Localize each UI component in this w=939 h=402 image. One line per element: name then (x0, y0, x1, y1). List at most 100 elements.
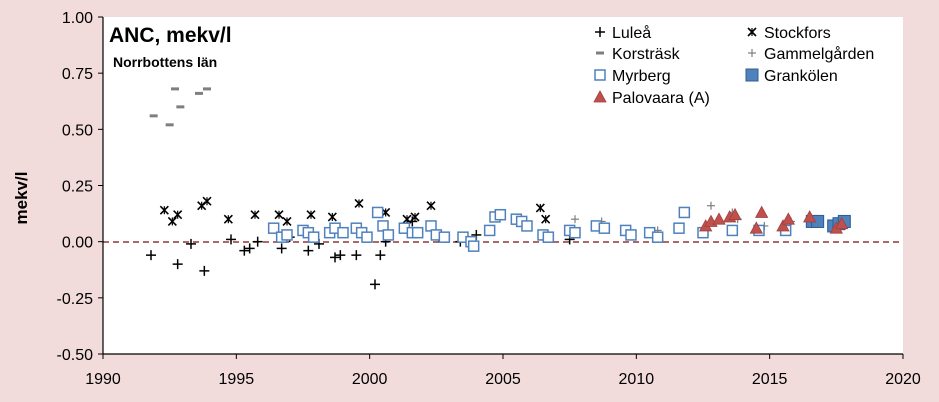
y-axis-label: mekv/l (12, 172, 31, 225)
plot-area (103, 17, 903, 354)
data-point (307, 231, 320, 243)
data-point (625, 229, 637, 241)
legend-label: Korsträsk (612, 46, 681, 63)
x-tick-label: 2005 (485, 371, 521, 388)
data-point (467, 240, 480, 252)
y-tick-label: 0.75 (62, 66, 93, 83)
y-axis: -0.50 -0.25 0.00 0.25 0.50 0.75 1.00 (57, 10, 104, 364)
data-point (361, 231, 373, 243)
legend-label: Grankölen (764, 68, 838, 85)
data-point (535, 203, 545, 213)
legend-item: Grankölen (745, 68, 838, 85)
series-open-square (267, 206, 792, 252)
data-point (802, 210, 817, 223)
y-tick-label: 0.00 (62, 235, 93, 252)
data-point (203, 87, 211, 91)
y-tick-label: 1.00 (62, 10, 93, 27)
data-point (781, 212, 796, 225)
legend-item: Palovaara (A) (593, 90, 710, 107)
data-point (438, 231, 451, 243)
x-tick-label: 2020 (885, 371, 921, 388)
data-point (542, 231, 555, 243)
data-point (569, 226, 581, 239)
data-point (371, 206, 384, 219)
data-point (252, 236, 263, 247)
data-point (541, 214, 551, 224)
data-point (673, 222, 685, 234)
data-point (494, 208, 507, 221)
data-point (167, 216, 177, 227)
data-point (327, 212, 337, 222)
data-point (571, 215, 579, 224)
series-triangle (698, 205, 849, 234)
data-point (678, 206, 691, 219)
data-point (754, 205, 769, 218)
data-point (281, 229, 293, 241)
legend-marker (745, 68, 759, 82)
data-point (202, 196, 212, 206)
data-point (267, 222, 280, 234)
data-point (411, 226, 424, 239)
data-point (337, 226, 349, 239)
data-point (728, 207, 742, 221)
legend-marker (747, 27, 757, 37)
data-point (239, 245, 250, 256)
x-axis: 1990 1995 2000 2005 2010 2015 2020 (85, 353, 921, 388)
data-point (199, 265, 210, 276)
data-point (176, 105, 185, 109)
y-tick-label: -0.50 (57, 347, 94, 364)
data-point (749, 221, 764, 234)
legend-marker (748, 49, 756, 57)
x-tick-label: 1995 (219, 371, 255, 388)
data-point (483, 224, 496, 237)
data-point (521, 220, 533, 232)
data-point (173, 210, 183, 220)
data-point (382, 229, 395, 241)
data-point (330, 252, 340, 263)
data-point (223, 214, 233, 224)
data-point (186, 238, 196, 249)
data-point (195, 91, 203, 95)
data-point (598, 222, 611, 234)
data-point (375, 250, 386, 261)
legend-item: Gammelgården (748, 45, 874, 63)
data-point (165, 123, 174, 127)
data-point (351, 250, 362, 261)
legend-marker (593, 90, 607, 103)
data-point (250, 210, 260, 220)
legend-item: Myrberg (594, 68, 671, 85)
legend-label: Luleå (612, 24, 651, 42)
legend-label: Gammelgården (764, 45, 874, 63)
data-point (149, 114, 158, 118)
data-point (834, 216, 849, 230)
legend-item: Stockfors (747, 25, 831, 42)
chart-subtitle: Norrbottens län (113, 54, 217, 70)
y-tick-label: 0.50 (62, 122, 93, 139)
legend-item: Luleå (595, 24, 651, 42)
data-point (244, 243, 255, 254)
legend-label: Stockfors (764, 25, 831, 42)
data-point (226, 234, 236, 245)
legend-marker (596, 51, 604, 55)
data-point (370, 279, 380, 290)
data-point (303, 245, 314, 256)
data-point (776, 219, 790, 232)
data-point (651, 231, 664, 243)
legend-marker (594, 69, 606, 81)
series-asterisk (159, 196, 551, 227)
series-dash (149, 87, 211, 127)
data-point (159, 205, 169, 215)
data-point (171, 87, 179, 91)
data-point (276, 243, 287, 254)
x-tick-label: 2015 (752, 371, 788, 388)
data-point (282, 216, 292, 227)
chart-title: ANC, mekv/l (109, 24, 232, 47)
legend-label: Myrberg (612, 68, 671, 85)
y-tick-label: -0.25 (57, 291, 94, 308)
legend-label: Palovaara (A) (612, 90, 710, 107)
data-point (426, 201, 436, 211)
legend: Luleå Stockfors Korsträsk Gammelgården Myrbe… (593, 24, 874, 107)
data-point (146, 250, 156, 261)
data-point (172, 259, 183, 270)
